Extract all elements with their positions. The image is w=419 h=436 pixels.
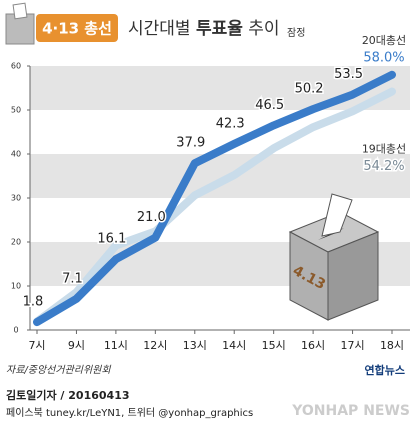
plot-area: 0 10 20 30 40 50 60 7시 9시 11시 12시 13시 14시 15시 16시 17시 18…: [11, 34, 410, 352]
value-label: 58.0%: [363, 50, 404, 65]
legend-label: 20대총선: [362, 34, 406, 47]
x-tick-label: 14시: [222, 339, 246, 352]
grid-band: [30, 154, 410, 198]
y-tick-label: 60: [11, 62, 21, 71]
y-tick-label: 50: [11, 106, 21, 115]
watermark: YONHAP NEWS: [291, 403, 410, 419]
series-line: [33, 87, 396, 326]
value-label: 54.2%: [363, 159, 404, 174]
x-tick-label: 17시: [340, 339, 364, 352]
y-tick-label: 20: [11, 238, 21, 247]
ballot-box: 4.13: [288, 193, 380, 321]
x-tick-label: 16시: [301, 339, 325, 352]
title-part: 시간대별: [128, 19, 191, 39]
series-line: [33, 70, 396, 327]
x-tick-label: 13시: [183, 339, 207, 352]
header-icon: [5, 2, 35, 45]
value-label: 16.1: [97, 232, 126, 247]
x-tick-label: 11시: [104, 339, 128, 352]
note: 잠정: [287, 27, 305, 39]
x-tick-label: 9시: [68, 339, 85, 352]
logo: 연합뉴스: [365, 363, 405, 377]
legend-label: 19대총선: [362, 143, 406, 156]
social: 페이스북 tuney.kr/LeYN1, 트위터 @yonhap_graphic…: [6, 406, 253, 419]
value-label: 37.9: [176, 136, 205, 151]
title-part: 투표율: [196, 19, 243, 39]
source: 자료/중앙선거관리위원회: [6, 364, 111, 376]
x-tick-label: 18시: [380, 339, 404, 352]
grid-band: [30, 66, 410, 110]
y-tick-label: 10: [11, 282, 21, 291]
title: 시간대별 투표율 추이: [128, 19, 280, 39]
x-tick-label: 12시: [143, 339, 167, 352]
x-tick-label: 15시: [262, 339, 286, 352]
value-label: 50.2: [295, 82, 324, 97]
value-label: 21.0: [137, 210, 166, 225]
badge: 4·13 총선: [42, 20, 112, 38]
value-label: 1.8: [23, 295, 44, 310]
value-label: 42.3: [216, 116, 245, 131]
title-part: 추이: [248, 19, 279, 39]
y-tick-label: 40: [11, 150, 21, 159]
value-label: 53.5: [334, 67, 363, 82]
value-label: 7.1: [62, 271, 83, 286]
y-tick-label: 0: [13, 326, 18, 335]
credit: 김토일기자 / 20160413: [6, 388, 130, 402]
y-tick-label: 30: [11, 194, 21, 203]
badge-bg: [36, 14, 118, 42]
x-tick-label: 7시: [28, 339, 45, 352]
value-label: 46.5: [255, 98, 284, 113]
